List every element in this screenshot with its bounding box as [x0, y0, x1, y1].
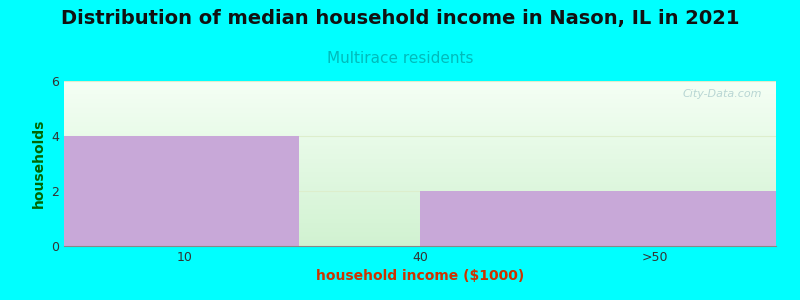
Y-axis label: households: households — [31, 119, 46, 208]
Bar — [64, 136, 299, 246]
Text: Distribution of median household income in Nason, IL in 2021: Distribution of median household income … — [61, 9, 739, 28]
Text: City-Data.com: City-Data.com — [682, 89, 762, 99]
Text: Multirace residents: Multirace residents — [326, 51, 474, 66]
X-axis label: household income ($1000): household income ($1000) — [316, 269, 524, 284]
Bar — [420, 191, 776, 246]
